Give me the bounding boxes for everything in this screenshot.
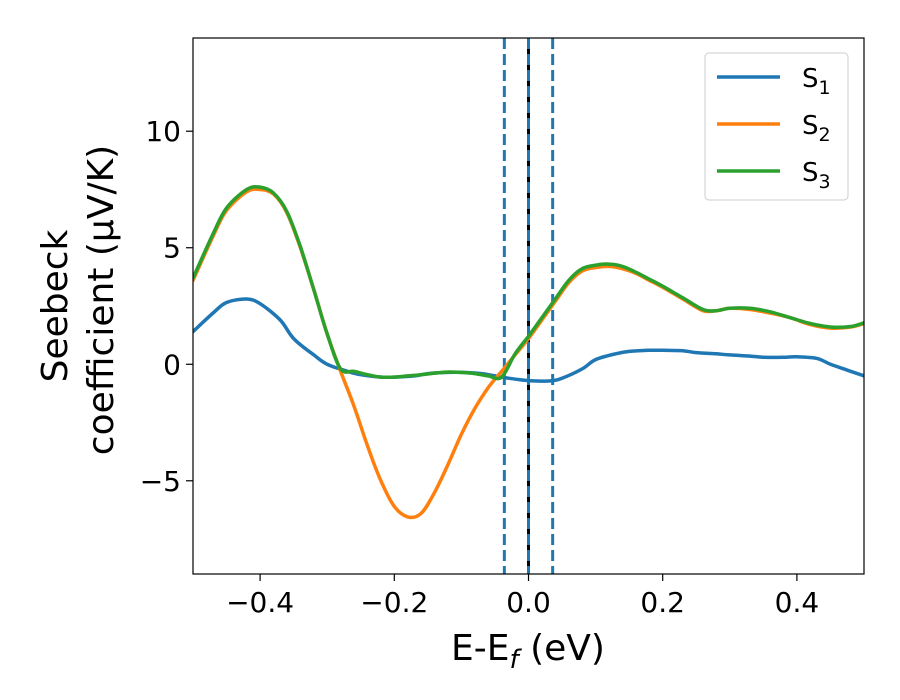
x-axis: −0.4 −0.2 0.0 0.2 0.4 (226, 574, 819, 619)
y-axis: −5 0 5 10 (140, 115, 193, 498)
x-tick-label: 0.2 (640, 586, 685, 619)
series-line-s3 (193, 184, 864, 381)
y-axis-label: Seebeck coefficient (μV/K) (35, 145, 122, 455)
y-axis-label-line2: coefficient (μV/K) (81, 145, 122, 455)
y-tick-label: 5 (163, 232, 181, 265)
legend-label-s2: S2 (802, 111, 831, 146)
legend-label-s3: S3 (802, 158, 831, 193)
series-lines (193, 184, 864, 520)
x-tick-label: −0.4 (226, 586, 294, 619)
x-tick-label: 0.0 (506, 586, 551, 619)
y-tick-label: 0 (163, 348, 181, 381)
x-tick-label: 0.4 (775, 586, 820, 619)
legend: S1 S2 S3 (704, 52, 849, 201)
legend-label-s1: S1 (802, 64, 831, 99)
x-tick-label: −0.2 (360, 586, 428, 619)
y-tick-label: 10 (145, 115, 181, 148)
y-tick-label: −5 (140, 465, 181, 498)
series-line-s1 (193, 297, 864, 383)
x-axis-label: E-Ef (eV) (451, 628, 605, 675)
legend-box (704, 52, 849, 201)
reference-lines (502, 38, 555, 574)
y-axis-label-line1: Seebeck (35, 229, 76, 382)
